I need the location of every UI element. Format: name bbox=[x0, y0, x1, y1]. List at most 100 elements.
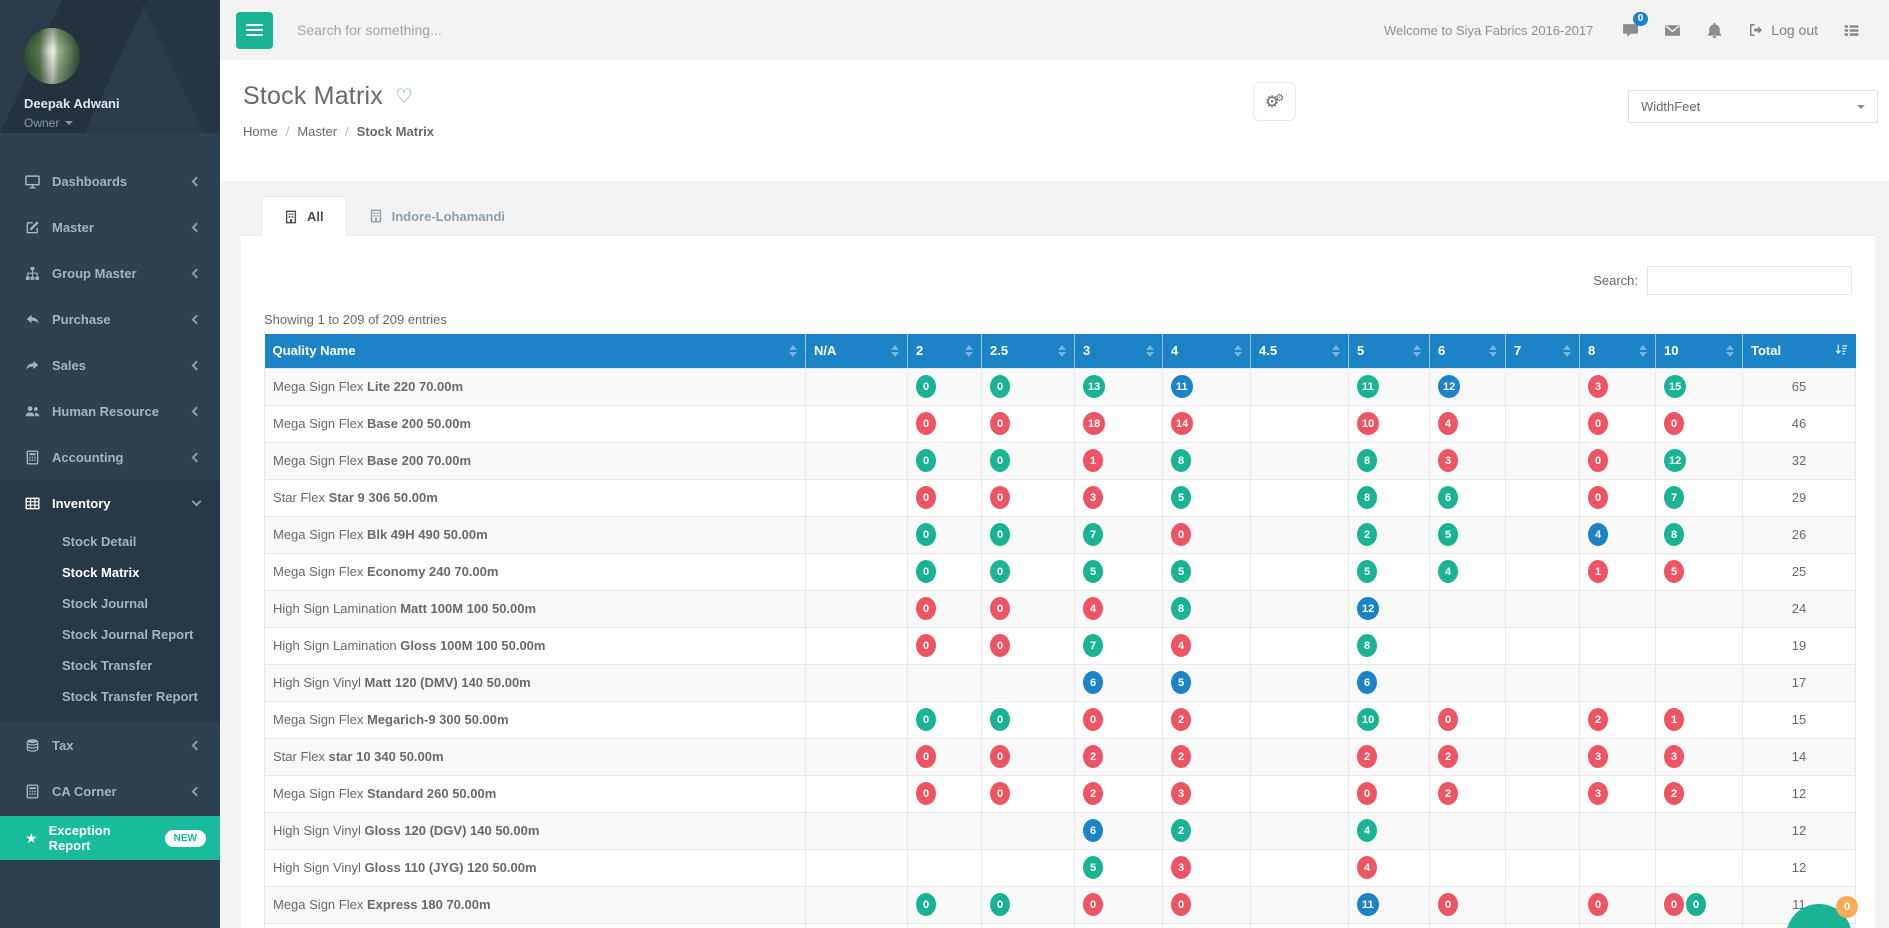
stock-count-cell: 0 bbox=[1162, 885, 1251, 924]
stock-count-cell: 0 bbox=[1162, 515, 1251, 554]
column-header-7[interactable]: 7 bbox=[1505, 334, 1580, 368]
stock-count-cell: 3 bbox=[1074, 478, 1163, 517]
column-header-8[interactable]: 8 bbox=[1579, 334, 1656, 368]
sidebar-item-sales[interactable]: Sales bbox=[0, 342, 220, 388]
sidebar-subitem-stock-journal[interactable]: Stock Journal bbox=[62, 596, 148, 611]
stock-badge-red: 2 bbox=[1664, 782, 1684, 805]
stock-count-cell: 0 bbox=[981, 774, 1075, 813]
sidebar-item-ca-corner[interactable]: CA Corner bbox=[0, 768, 220, 814]
global-search-input[interactable] bbox=[297, 22, 637, 38]
stock-matrix-table: Quality Name N/A 2 2.5 3 4 4.5 5 6 7 8 10 Total Mega … bbox=[264, 334, 1856, 928]
stock-badge-green: 0 bbox=[916, 560, 936, 583]
list-icon[interactable] bbox=[1843, 22, 1860, 39]
stock-count-cell: 0 bbox=[907, 441, 982, 480]
column-header-3[interactable]: 3 bbox=[1074, 334, 1163, 368]
table-row: Mega Sign Flex Base 200 70.00m 0 0 1 8 8 3 0 12 3… bbox=[264, 441, 1856, 480]
stock-count-cell bbox=[1505, 774, 1580, 813]
stock-badge-red: 0 bbox=[916, 634, 936, 657]
sidebar-subitem-stock-matrix[interactable]: Stock Matrix bbox=[62, 565, 140, 580]
column-header-4[interactable]: 4 bbox=[1162, 334, 1251, 368]
quality-bold-name: Economy 240 70.00m bbox=[366, 564, 499, 579]
tab-all[interactable]: All bbox=[261, 196, 347, 237]
tab-indore-lohamandi[interactable]: Indore-Lohamandi bbox=[347, 196, 527, 236]
stock-count-cell: 8 bbox=[1348, 441, 1430, 480]
sidebar-item-accounting[interactable]: Accounting bbox=[0, 434, 220, 480]
logout-button[interactable]: Log out bbox=[1748, 22, 1818, 38]
table-search-input[interactable] bbox=[1647, 266, 1852, 295]
column-header-n-a[interactable]: N/A bbox=[805, 334, 908, 368]
stock-badge-green: 0 bbox=[916, 523, 936, 546]
avatar[interactable] bbox=[24, 28, 80, 84]
table-row: High Sign Lamination Gloss 100M 100 50.0… bbox=[264, 626, 1856, 665]
stock-count-cell bbox=[805, 885, 908, 924]
sidebar-item-inventory[interactable]: Inventory bbox=[0, 480, 220, 526]
sidebar-subitem-stock-detail[interactable]: Stock Detail bbox=[62, 534, 137, 549]
stock-badge-red: 1 bbox=[1083, 449, 1103, 472]
sidebar-item-master[interactable]: Master bbox=[0, 204, 220, 250]
favorite-heart-icon[interactable]: ♡ bbox=[394, 85, 413, 108]
user-role-dropdown[interactable]: Owner bbox=[24, 116, 220, 130]
mail-icon[interactable] bbox=[1664, 22, 1681, 39]
page-title: Stock Matrix bbox=[243, 82, 383, 110]
stock-badge-green: 0 bbox=[990, 560, 1010, 583]
stock-count-cell bbox=[805, 663, 908, 702]
sidebar-block-sales: Sales bbox=[0, 342, 220, 388]
stock-badge-green: 0 bbox=[916, 893, 936, 916]
stock-badge-green: 0 bbox=[916, 708, 936, 731]
breadcrumb-home[interactable]: Home bbox=[243, 124, 278, 139]
stock-count-cell bbox=[1505, 404, 1580, 443]
stock-count-cell bbox=[805, 626, 908, 665]
column-header-total[interactable]: Total bbox=[1742, 334, 1856, 368]
sidebar-item-human-resource[interactable]: Human Resource bbox=[0, 388, 220, 434]
exception-report-label: Exception Report bbox=[48, 823, 111, 853]
sort-icon bbox=[1234, 344, 1242, 357]
quality-name-cell: High Sign Vinyl Gloss 120 (DGV) 140 50.0… bbox=[264, 811, 806, 850]
stock-badge-red: 0 bbox=[990, 634, 1010, 657]
total-cell: 32 bbox=[1742, 441, 1856, 480]
menu-toggle-button[interactable] bbox=[236, 11, 273, 49]
quality-name-cell: Mega Sign Flex Lite 220 70.00m bbox=[264, 367, 806, 406]
column-header-6[interactable]: 6 bbox=[1429, 334, 1506, 368]
gear-icon: ⚙ bbox=[1264, 93, 1280, 111]
bell-icon[interactable] bbox=[1706, 22, 1723, 39]
stock-count-cell: 0 bbox=[981, 515, 1075, 554]
column-header-4-5[interactable]: 4.5 bbox=[1250, 334, 1349, 368]
sidebar-item-group-master[interactable]: Group Master bbox=[0, 250, 220, 296]
sidebar-item-exception-report[interactable]: ★ Exception Report NEW bbox=[0, 816, 220, 860]
breadcrumb-master[interactable]: Master bbox=[297, 124, 338, 139]
quality-bold-name: Lite 220 70.00m bbox=[366, 379, 464, 394]
width-feet-select[interactable]: WidthFeet bbox=[1628, 90, 1878, 123]
column-header-2[interactable]: 2 bbox=[907, 334, 982, 368]
sidebar-subitem-stock-transfer[interactable]: Stock Transfer bbox=[62, 658, 153, 673]
stock-count-cell bbox=[1250, 848, 1349, 887]
settings-cogs-button[interactable]: ⚙⚙ bbox=[1253, 82, 1296, 121]
stock-badge-red: 0 bbox=[1664, 412, 1684, 435]
quality-bold-name: Matt 120 (DMV) 140 50.00m bbox=[364, 675, 531, 690]
stock-count-cell bbox=[1655, 848, 1743, 887]
topbar: Welcome to Siya Fabrics 2016-2017 0 Log … bbox=[220, 0, 1889, 60]
column-header-10[interactable]: 10 bbox=[1655, 334, 1743, 368]
sidebar-item-purchase[interactable]: Purchase bbox=[0, 296, 220, 342]
stock-badge-green: 2 bbox=[1357, 523, 1377, 546]
stock-badge-green: 2 bbox=[1171, 819, 1191, 842]
stock-count-cell bbox=[1505, 700, 1580, 739]
chat-widget-badge: 0 bbox=[1836, 896, 1858, 918]
stock-count-cell: 0 bbox=[1348, 774, 1430, 813]
stock-badge-green: 5 bbox=[1171, 560, 1191, 583]
sidebar-subitem-stock-transfer-report[interactable]: Stock Transfer Report bbox=[62, 689, 198, 704]
quality-prefix: High Sign Lamination bbox=[273, 601, 401, 616]
stock-badge-green: 7 bbox=[1083, 523, 1103, 546]
sidebar-item-tax[interactable]: Tax bbox=[0, 722, 220, 768]
stock-badge-red: 10 bbox=[1357, 412, 1380, 435]
column-header-5[interactable]: 5 bbox=[1348, 334, 1430, 368]
calculator-icon bbox=[25, 784, 42, 799]
stock-count-cell: 6 bbox=[1074, 811, 1163, 850]
stock-count-cell bbox=[981, 663, 1075, 702]
sidebar-subitem-stock-journal-report[interactable]: Stock Journal Report bbox=[62, 627, 194, 642]
column-header-2-5[interactable]: 2.5 bbox=[981, 334, 1075, 368]
chat-icon[interactable]: 0 bbox=[1622, 11, 1649, 39]
sidebar-item-dashboards[interactable]: Dashboards bbox=[0, 158, 220, 204]
stock-count-cell: 5 bbox=[1162, 478, 1251, 517]
column-header-quality-name[interactable]: Quality Name bbox=[264, 334, 806, 368]
sidebar-block-inventory: Inventory Stock Detail Stock Matrix Stock J… bbox=[0, 480, 220, 722]
